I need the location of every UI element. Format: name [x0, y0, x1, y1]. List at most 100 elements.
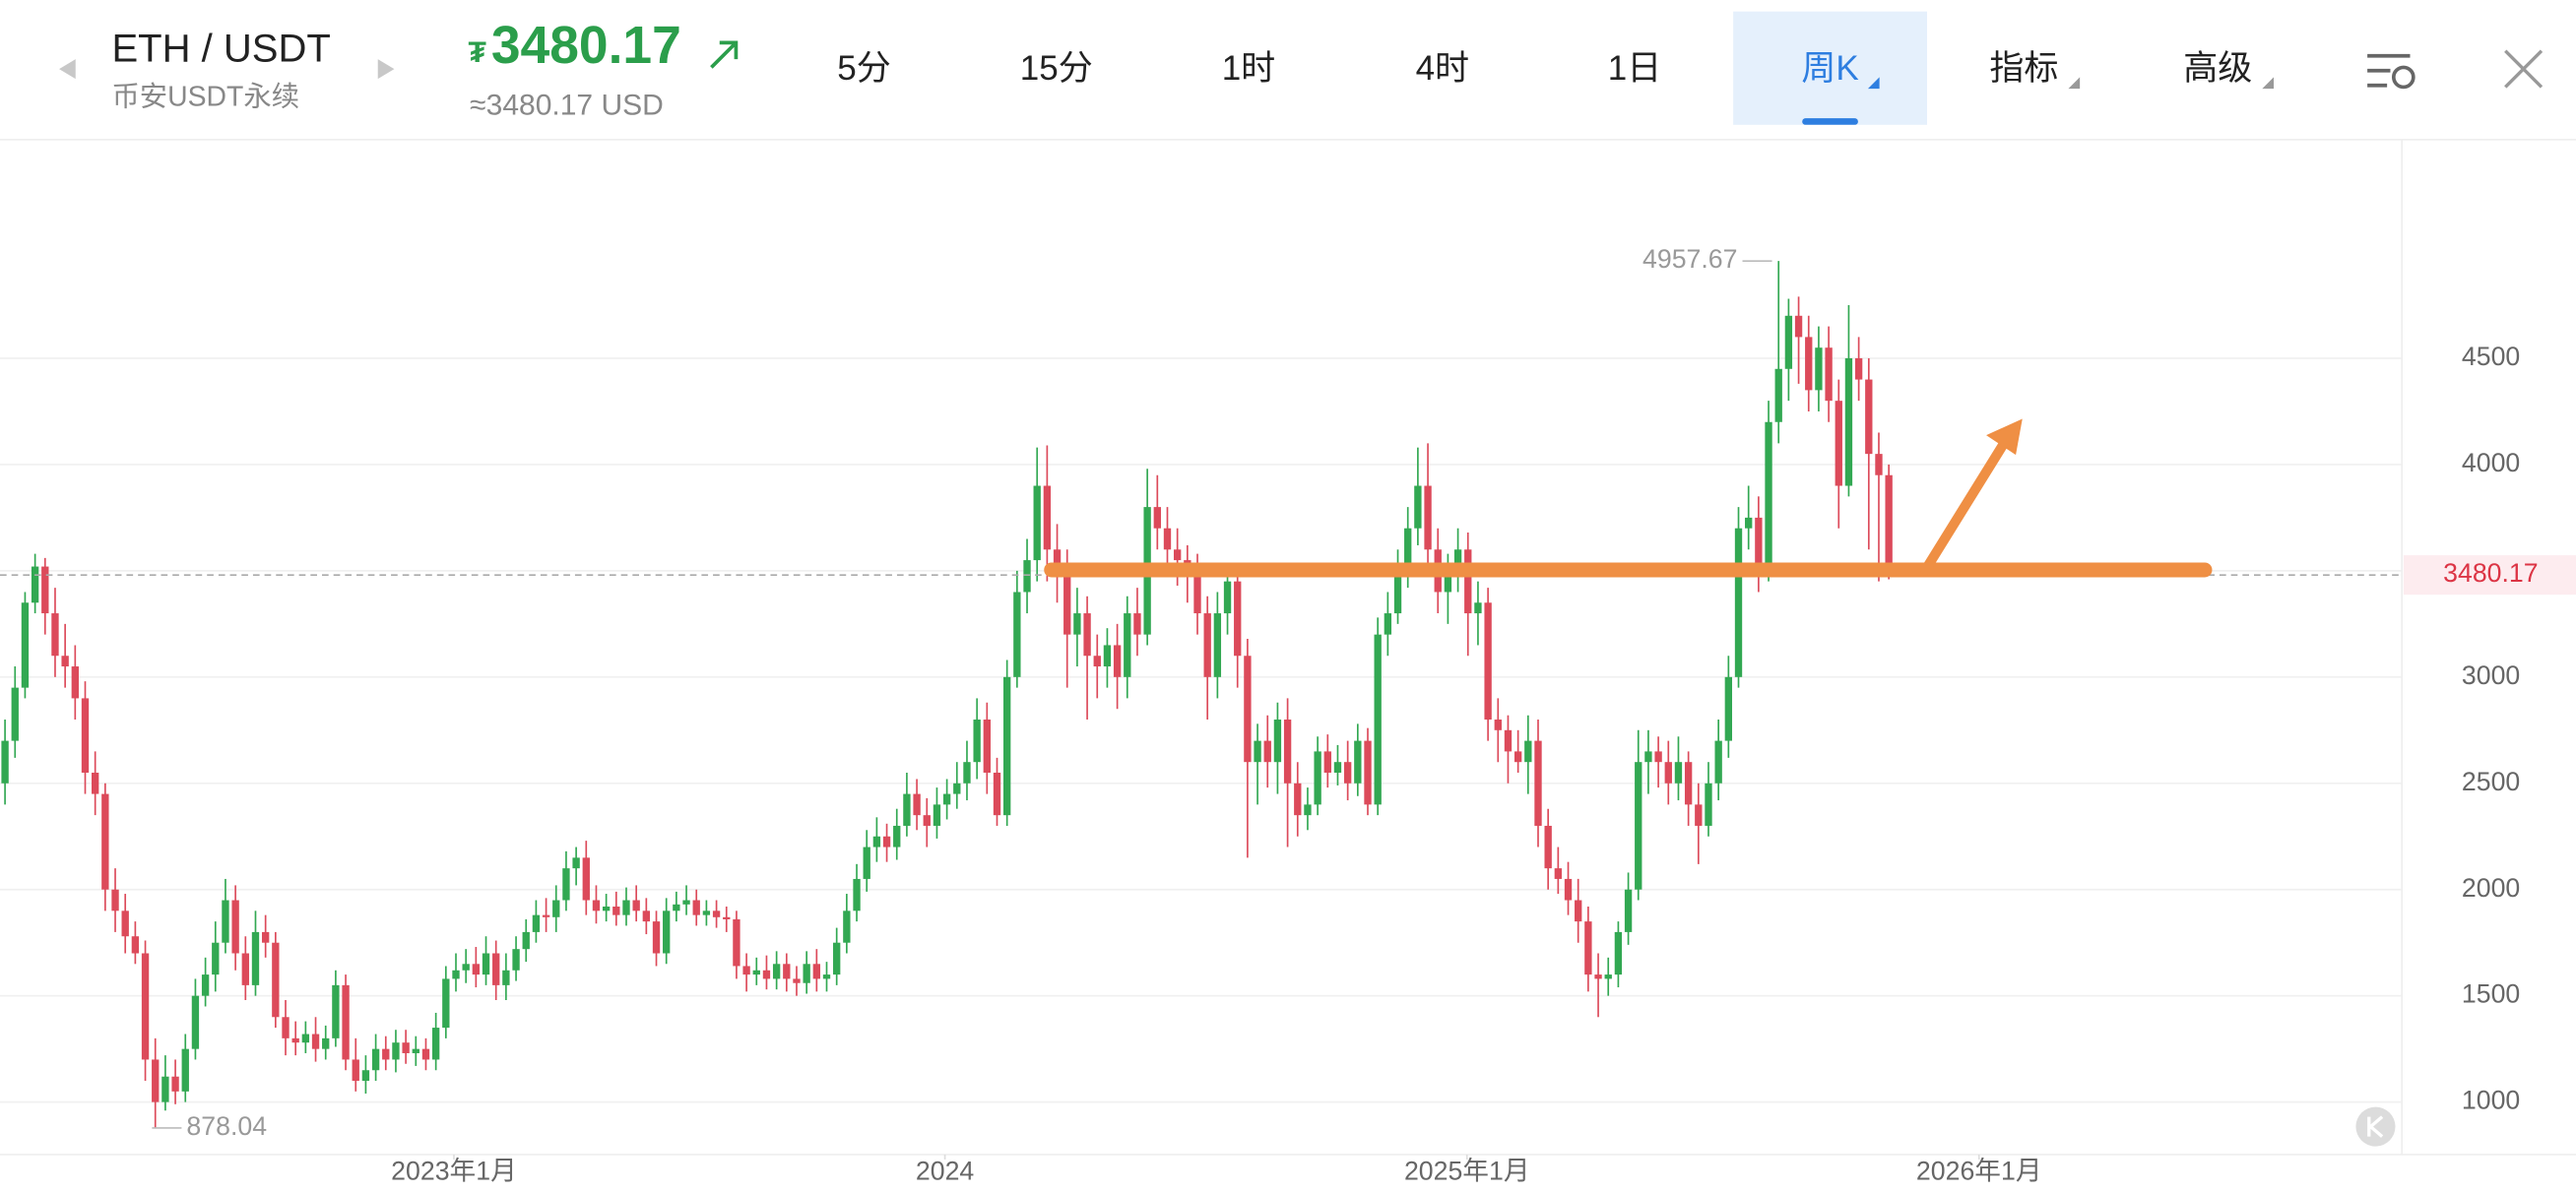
candle-body [1023, 560, 1031, 593]
candle-body [1453, 549, 1462, 571]
candle-body [421, 1048, 430, 1060]
k-icon[interactable] [2355, 1106, 2396, 1147]
candle-body [101, 793, 109, 890]
candle-body [933, 804, 941, 826]
settings-icon[interactable] [2367, 53, 2415, 90]
candle-body [1093, 656, 1101, 667]
candle-body [111, 889, 119, 911]
timeframe-tab[interactable]: 4时 [1416, 49, 1469, 88]
candle-body [1484, 602, 1492, 721]
up-trend-arrow [1920, 435, 2012, 575]
candle-body [291, 1037, 299, 1043]
candle-body [882, 836, 891, 848]
candle-body [1314, 751, 1321, 805]
timeframe-tab[interactable]: 指标 [1989, 49, 2058, 88]
candle-body [1414, 485, 1422, 529]
candle-body [222, 900, 229, 943]
candle-body [1714, 740, 1722, 784]
min-label: 878.04 [186, 1111, 267, 1141]
candle-body [1193, 570, 1201, 614]
candle-body [1494, 720, 1502, 730]
candle-body [161, 1076, 169, 1102]
candle-body [733, 918, 741, 967]
candle-body [833, 942, 841, 975]
dropdown-mark [2068, 77, 2081, 90]
prev-arrow[interactable] [59, 59, 76, 80]
candle-body [1794, 315, 1803, 338]
candle-body [1343, 762, 1352, 784]
candle-body [872, 836, 881, 848]
y-tick-label: 1000 [2462, 1086, 2520, 1115]
candle-body [1103, 645, 1112, 667]
candle-body [612, 907, 620, 915]
timeframe-tab[interactable]: 1日 [1608, 49, 1661, 88]
candle-body [191, 995, 200, 1049]
candle-body [1474, 602, 1482, 614]
candle-body [1885, 474, 1893, 576]
candle-body [11, 687, 19, 741]
candle-body [783, 964, 791, 979]
candle-body [1835, 401, 1842, 486]
candle-body [1765, 421, 1772, 571]
x-tick-label: 2026年1月 [1916, 1156, 2042, 1185]
candle-body [752, 970, 760, 975]
last-price-tag [2403, 555, 2576, 596]
candle-body [1133, 613, 1141, 635]
candle-body [1604, 974, 1612, 979]
candle-body [1745, 517, 1753, 529]
candle-body [1805, 337, 1813, 391]
timeframe-tab[interactable]: 周K [1801, 49, 1858, 88]
candle-body [1875, 454, 1883, 475]
max-label: 4957.67 [1642, 244, 1737, 274]
candle-body [1654, 751, 1662, 763]
timeframe-tab[interactable]: 5分 [837, 49, 890, 88]
candle-body [1063, 570, 1071, 635]
candle-body [903, 793, 911, 826]
candle-body [1384, 613, 1392, 635]
candle-body [1554, 868, 1563, 879]
candle-body [382, 1048, 390, 1060]
candle-body [1254, 740, 1261, 763]
candle-body [663, 910, 671, 954]
candle-body [1, 740, 9, 784]
candle-body [1033, 485, 1041, 561]
candle-body [572, 857, 580, 869]
candle-body [181, 1048, 189, 1092]
candle-body [1354, 740, 1362, 784]
candle-body [21, 602, 30, 688]
candle-body [492, 953, 500, 985]
candle-body [1304, 804, 1312, 816]
candle-body [31, 566, 39, 603]
candle-body [1234, 581, 1242, 657]
candle-body [152, 1059, 160, 1102]
candle-body [231, 900, 239, 954]
candle-body [452, 970, 460, 979]
candle-body [1674, 762, 1683, 784]
header-price: 3480.17 [491, 17, 681, 75]
timeframe-tab[interactable]: 15分 [1020, 49, 1093, 88]
candle-body [1113, 645, 1122, 677]
y-tick-label: 2500 [2462, 767, 2520, 796]
exchange: 币安USDT永续 [111, 82, 299, 113]
candle-body [1724, 676, 1733, 741]
next-arrow[interactable] [377, 59, 395, 80]
candle-body [1464, 549, 1472, 614]
candle-body [542, 914, 550, 917]
candle-body [81, 698, 90, 773]
timeframe-tab[interactable]: 1时 [1222, 49, 1275, 88]
candle-body [582, 857, 590, 901]
candle-body [1544, 825, 1552, 869]
timeframe-tab[interactable]: 高级 [2183, 49, 2252, 88]
candle-body [61, 656, 69, 667]
candle-body [723, 916, 731, 919]
candle-body [953, 783, 961, 794]
close-icon[interactable] [2504, 49, 2544, 89]
last-price-label: 3480.17 [2443, 558, 2538, 588]
candle-body [1163, 528, 1172, 550]
candle-body [502, 970, 510, 985]
candle-body [332, 984, 340, 1038]
candle-body [1695, 804, 1703, 826]
candle-body [301, 1034, 310, 1043]
candle-body [652, 921, 661, 954]
